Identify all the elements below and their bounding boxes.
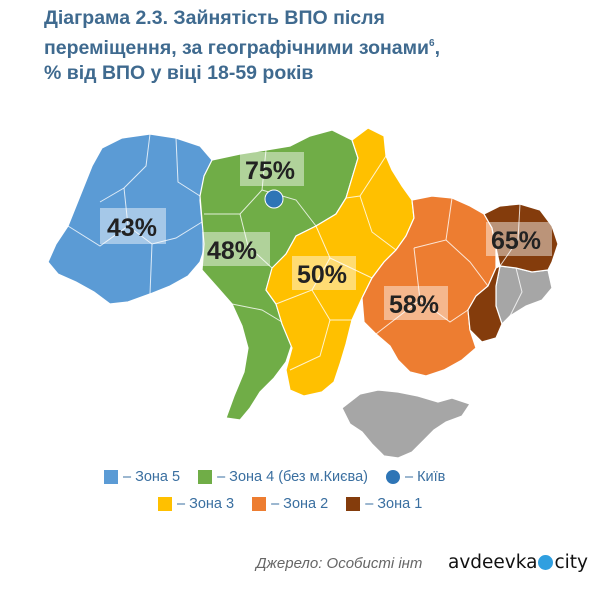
globe-icon xyxy=(538,555,554,570)
title-line-2: переміщення, за географічними зонами6, xyxy=(44,31,574,61)
legend-swatch-zone3 xyxy=(158,497,172,511)
legend-label-zone2: – Зона 2 xyxy=(271,496,329,512)
zone3-value: 50% xyxy=(297,261,347,289)
source-note: Джерело: Особисті інт xyxy=(256,555,423,572)
legend-item-zone2: – Зона 2 xyxy=(252,496,328,512)
legend-swatch-zone1 xyxy=(346,497,361,511)
label-zone3: 50% xyxy=(292,256,356,290)
watermark-left: avdeevka xyxy=(448,552,538,573)
legend-item-kyiv: – Київ xyxy=(385,469,446,485)
legend-swatch-zone2 xyxy=(252,497,267,511)
footnote-mark: 6 xyxy=(429,38,435,49)
legend-item-zone3: – Зона 3 xyxy=(158,496,234,512)
title-line-3: % від ВПО у віці 18-59 років xyxy=(44,62,314,84)
region-zone5 xyxy=(47,133,213,305)
legend-item-zone1: – Зона 1 xyxy=(346,496,422,512)
legend-swatch-zone5 xyxy=(104,470,118,484)
zone4-value: 48% xyxy=(207,237,257,265)
region-zone3 xyxy=(265,127,415,397)
label-kyiv: 75% xyxy=(240,152,304,186)
label-zone5: 43% xyxy=(100,208,166,244)
legend-label-zone1: – Зона 1 xyxy=(365,496,423,512)
legend-label-kyiv: – Київ xyxy=(404,469,446,485)
legend-item-zone5: – Зона 5 xyxy=(104,469,180,485)
label-zone1: 65% xyxy=(486,222,552,256)
zone5-value: 43% xyxy=(107,214,157,242)
legend-label-zone5: – Зона 5 xyxy=(123,469,181,485)
zone1-value: 65% xyxy=(491,227,541,255)
kyiv-marker xyxy=(264,189,284,209)
legend-item-zone4: – Зона 4 (без м.Києва) xyxy=(198,469,368,485)
region-zone1 xyxy=(483,203,559,273)
legend-label-zone3: – Зона 3 xyxy=(177,496,235,512)
title-line-1: Діаграма 2.3. Зайнятість ВПО після xyxy=(44,7,385,29)
title-line-2-end: , xyxy=(434,37,441,59)
legend-dot-kyiv xyxy=(385,470,400,484)
label-zone2: 58% xyxy=(384,286,448,320)
watermark-logo: avdeevka city xyxy=(446,552,590,573)
region-zone1-donetsk xyxy=(467,264,503,343)
chart-title: Діаграма 2.3. Зайнятість ВПО після перем… xyxy=(44,6,574,86)
kyiv-value: 75% xyxy=(245,157,295,185)
region-occupied-east xyxy=(495,265,553,326)
legend-label-zone4: – Зона 4 (без м.Києва) xyxy=(217,469,368,485)
title-line-2-text: переміщення, за географічними зонами xyxy=(44,37,430,59)
legend-row-1: – Зона 5 – Зона 4 (без м.Києва) – Київ xyxy=(104,469,463,485)
zone2-value: 58% xyxy=(389,291,439,319)
region-crimea xyxy=(341,389,471,459)
legend-row-2: – Зона 3 – Зона 2 – Зона 1 xyxy=(158,496,440,512)
legend-swatch-zone4 xyxy=(198,470,213,484)
watermark-right: city xyxy=(554,552,588,573)
label-zone4: 48% xyxy=(202,232,270,266)
